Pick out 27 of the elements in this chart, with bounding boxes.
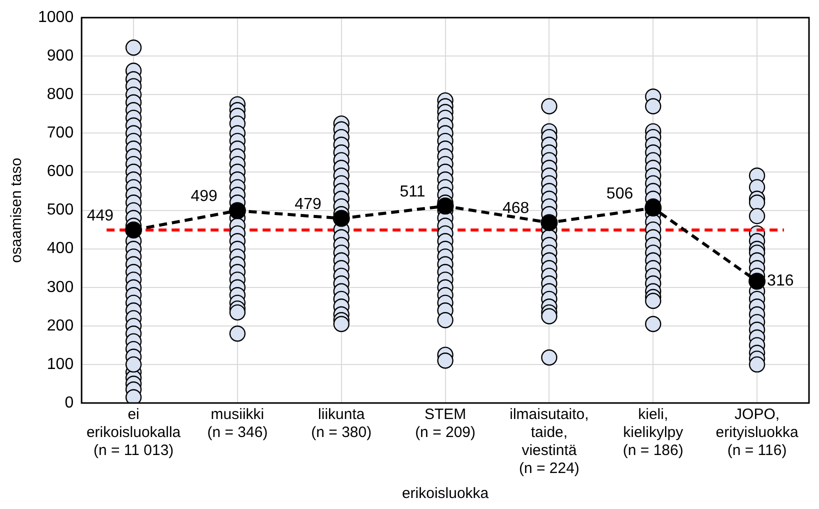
x-tick-label: kieli, kielikylpy (n = 186) [622, 406, 684, 460]
x-tick-label: ilmaisutaito, taide, viestintä (n = 224) [510, 406, 589, 478]
data-label: 511 [400, 183, 426, 200]
y-tick-label: 600 [46, 163, 74, 180]
data-label: 468 [502, 200, 530, 218]
y-tick-label: 0 [64, 394, 74, 412]
x-tick-label: JOPO, erityisluokka (n = 116) [716, 406, 799, 460]
x-axis-title: erikoisluokka [402, 485, 490, 502]
y-tick-label: 1000 [38, 9, 74, 26]
data-label: 449 [86, 207, 114, 224]
y-tick-label: 700 [46, 124, 74, 142]
y-tick-label: 900 [46, 48, 74, 65]
x-tick-label: liikunta (n = 380) [311, 406, 372, 442]
data-label: 499 [190, 188, 218, 206]
y-tick-label: 800 [46, 86, 74, 104]
y-axis-title: osaamisen taso [8, 158, 26, 263]
x-tick-label: STEM (n = 209) [415, 406, 476, 442]
y-tick-label: 200 [46, 317, 74, 334]
x-tick-label: musiikki (n = 346) [207, 406, 268, 442]
y-tick-label: 400 [46, 240, 74, 258]
y-tick-label: 100 [46, 356, 74, 373]
data-label: 479 [294, 196, 322, 213]
data-label: 506 [606, 185, 634, 202]
x-tick-label: ei erikoisluokalla (n = 11 013) [86, 406, 182, 460]
data-label: 316 [767, 272, 794, 290]
y-tick-label: 300 [46, 278, 74, 296]
y-tick-label: 500 [46, 202, 74, 219]
